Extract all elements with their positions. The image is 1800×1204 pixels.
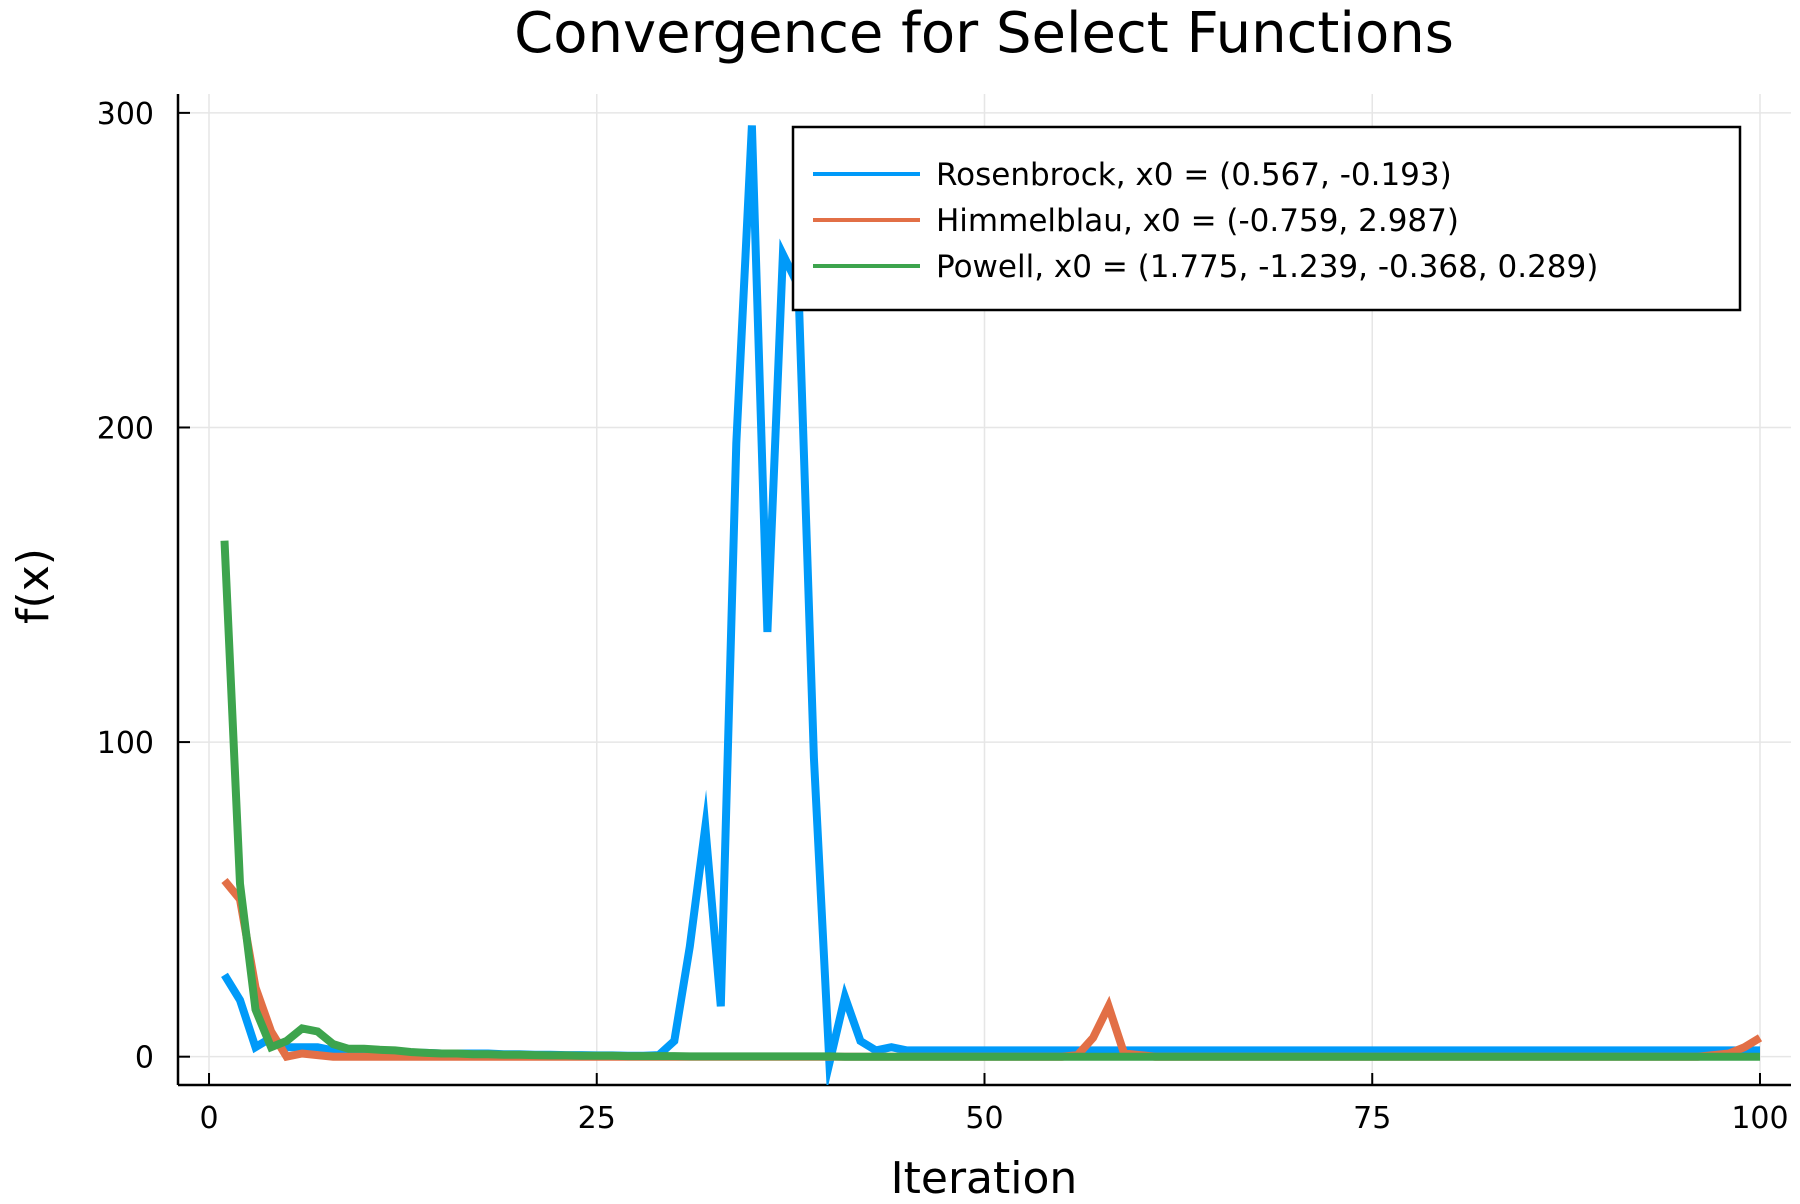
x-axis-ticks: 0 25 50 75 100: [199, 1073, 1789, 1136]
y-tick-label: 300: [97, 97, 154, 132]
chart-title: Convergence for Select Functions: [514, 1, 1454, 66]
x-tick-label: 100: [1731, 1101, 1788, 1136]
x-tick-label: 75: [1353, 1101, 1391, 1136]
y-axis-label: f(x): [8, 548, 59, 624]
legend-box: [791, 125, 1742, 312]
legend: Rosenbrock, x0 = (0.567, -0.193) Himmelbl…: [791, 125, 1742, 312]
legend-label: Powell, x0 = (1.775, -1.239, -0.368, 0.2…: [936, 249, 1598, 285]
data-series: [220, 125, 1763, 1085]
x-tick-label: 50: [965, 1101, 1003, 1136]
y-tick-label: 0: [135, 1041, 154, 1076]
x-tick-label: 25: [578, 1101, 616, 1136]
y-tick-label: 100: [97, 726, 154, 761]
series-line-2: [221, 877, 1763, 1062]
y-tick-label: 200: [97, 411, 154, 446]
series-line-3: [220, 540, 1760, 1061]
x-tick-label: 0: [199, 1101, 218, 1136]
x-axis-label: Iteration: [891, 1153, 1078, 1200]
legend-label: Himmelblau, x0 = (-0.759, 2.987): [936, 203, 1459, 239]
legend-label: Rosenbrock, x0 = (0.567, -0.193): [936, 157, 1452, 193]
y-axis-ticks: 0 100 200 300: [97, 97, 190, 1076]
